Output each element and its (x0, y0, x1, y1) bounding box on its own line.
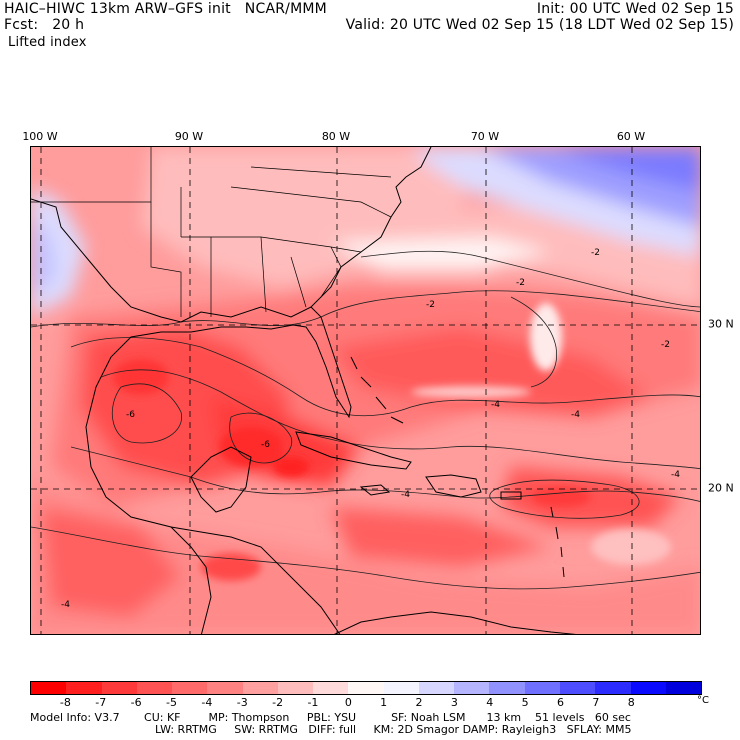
colorbar-tick-label: 8 (627, 696, 635, 709)
model-info-line2: LW: RRTMG SW: RRTMG DIFF: full KM: 2D Sm… (155, 723, 632, 736)
colorbar-tick-label: 6 (557, 696, 565, 709)
colorbar-segment (136, 682, 173, 694)
state-borders (31, 147, 392, 317)
colorbar-tick-label: 2 (415, 696, 423, 709)
contour-label: -4 (61, 600, 70, 610)
colorbar-segment (242, 682, 278, 694)
colorbar-tick-label: -6 (130, 696, 142, 709)
lon-label-60w: 60 W (616, 130, 646, 143)
model-info-line1: Model Info: V3.7 CU: KF MP: Thompson PBL… (30, 711, 631, 724)
colorbar-tick-label: -1 (307, 696, 319, 709)
lon-label-80w: 80 W (321, 130, 351, 143)
colorbar-segment (630, 682, 666, 694)
colorbar-segment (313, 682, 349, 694)
colorbar-segment (207, 682, 243, 694)
contour-label: -2 (591, 248, 600, 258)
colorbar-segment (383, 682, 419, 694)
contour-label: -4 (571, 410, 580, 420)
valid-time: Valid: 20 UTC Wed 02 Sep 15 (18 LDT Wed … (345, 17, 734, 33)
colorbar-segment (66, 682, 102, 694)
colorbar-segment (665, 682, 702, 694)
contour-label: -2 (661, 340, 670, 350)
colorbar-segment (277, 682, 314, 694)
colorbar-segment (489, 682, 525, 694)
colorbar-segment (348, 682, 384, 694)
colorbar-tick-label: -3 (236, 696, 248, 709)
colorbar-segment (101, 682, 137, 694)
contour-label: -2 (426, 300, 435, 310)
contour-label: -2 (516, 278, 525, 288)
colorbar-segment (559, 682, 596, 694)
colorbar-tick-label: -2 (272, 696, 284, 709)
lon-label-70w: 70 W (470, 130, 500, 143)
contour-label: -4 (401, 490, 410, 500)
contour-label: -6 (126, 410, 135, 420)
colorbar-tick-label: -4 (201, 696, 213, 709)
field-name: Lifted index (8, 35, 87, 50)
colorbar-segment (418, 682, 455, 694)
colorbar-tick-label: 3 (450, 696, 458, 709)
lon-label-100w: 100 W (22, 130, 58, 143)
contours (31, 250, 700, 590)
colorbar-segment (595, 682, 631, 694)
colorbar-segment (172, 682, 208, 694)
field-detail (113, 303, 671, 581)
colorbar-tick-label: 5 (521, 696, 529, 709)
colorbar-tick-label: 7 (592, 696, 600, 709)
colorbar-segment (454, 682, 490, 694)
colorbar-tick-label: -8 (59, 696, 71, 709)
contour-label: -6 (261, 440, 270, 450)
latlon-grid (31, 147, 700, 634)
lon-label-90w: 90 W (174, 130, 204, 143)
colorbar-tick-label: 1 (380, 696, 388, 709)
forecast-hour: Fcst: 20 h (4, 17, 85, 33)
field-shading (31, 147, 700, 634)
lat-label-20n: 20 N (708, 481, 734, 495)
contour-labels: -2 -2 -2 -2 -4 -4 -4 -4 -6 -6 -4 (61, 248, 680, 610)
model-title: HAIC–HIWC 13km ARW–GFS init NCAR/MMM (4, 1, 327, 17)
colorbar-segment (524, 682, 560, 694)
contour-label: -4 (671, 470, 680, 480)
lat-label-30n: 30 N (708, 317, 734, 331)
colorbar-tick-label: 0 (344, 696, 352, 709)
lifted-index-map: -2 -2 -2 -2 -4 -4 -4 -4 -6 -6 -4 (30, 146, 701, 635)
colorbar-tick-label: 4 (486, 696, 494, 709)
colorbar (30, 681, 702, 695)
colorbar-tick-label: -7 (95, 696, 107, 709)
init-time: Init: 00 UTC Wed 02 Sep 15 (536, 1, 734, 17)
contour-label: -4 (491, 400, 500, 410)
colorbar-unit: °C (697, 695, 709, 706)
colorbar-segment (31, 682, 67, 694)
colorbar-tick-label: -5 (165, 696, 177, 709)
coastlines (31, 147, 577, 634)
